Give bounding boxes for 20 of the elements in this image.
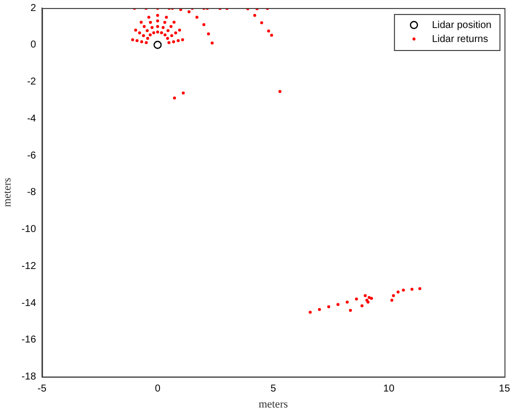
y-tick-label: -18: [22, 372, 36, 383]
y-tick-label: -2: [27, 76, 36, 88]
legend-label: Lidar position: [432, 20, 492, 31]
y-tick-label: -14: [22, 298, 36, 309]
y-tick-label: -12: [22, 260, 36, 272]
x-tick-label: 5: [270, 384, 276, 395]
x-tick-label: 0: [154, 384, 161, 395]
x-tick-label: -5: [38, 384, 47, 395]
y-tick-label: -6: [27, 150, 36, 162]
y-tick-label: -10: [22, 224, 36, 236]
x-tick-label: 10: [383, 384, 395, 395]
y-tick-label: -16: [22, 334, 36, 346]
y-tick-label: 2: [30, 2, 36, 14]
y-tick-label: -8: [27, 187, 36, 198]
x-tick-label: 15: [498, 384, 510, 395]
y-tick-label: 0: [30, 40, 36, 51]
y-tick-label: -4: [27, 113, 36, 124]
legend-label: Lidar returns: [432, 34, 488, 45]
x-axis-title: meters: [258, 398, 288, 410]
y-axis-title: meters: [1, 178, 14, 208]
